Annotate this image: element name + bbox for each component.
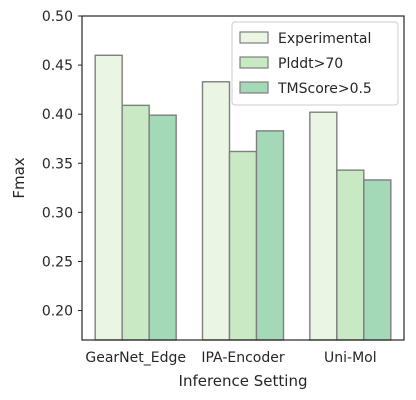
plot-frame — [81, 15, 405, 341]
y-tick-label: 0.40 — [42, 107, 73, 123]
bar-plddt-70-gearnet-edge — [121, 104, 150, 341]
x-axis-label: Inference Setting — [179, 372, 308, 390]
x-tick-label: Uni-Mol — [324, 350, 377, 366]
x-axis-ticks: GearNet_Edge IPA-Encoder Uni-Mol — [85, 350, 376, 366]
bars-group — [94, 54, 392, 341]
y-tick-label: 0.25 — [42, 254, 73, 270]
legend-label: TMScore>0.5 — [277, 81, 372, 97]
y-axis-label: Fmax — [10, 157, 28, 198]
legend-swatch — [239, 31, 269, 44]
bar-plddt-70-ipa-encoder — [228, 150, 258, 341]
legend-label: Plddt>70 — [278, 56, 343, 72]
y-tick-label: 0.35 — [42, 156, 73, 172]
bar-experimental-ipa-encoder — [201, 81, 231, 341]
y-axis-ticks: 0.20 0.25 0.30 0.35 0.40 0.45 0.50 — [42, 9, 82, 320]
legend-swatch — [239, 56, 269, 69]
y-tick-label: 0.45 — [42, 58, 73, 74]
x-tick-label: IPA-Encoder — [201, 350, 284, 366]
legend-label: Experimental — [278, 31, 371, 47]
y-tick-label: 0.30 — [42, 205, 73, 221]
y-tick-label: 0.20 — [42, 304, 73, 320]
legend-box — [231, 21, 399, 106]
bar-experimental-uni-mol — [309, 111, 338, 341]
bar-tmscore-0-5-ipa-encoder — [255, 130, 285, 341]
bar-tmscore-0-5-gearnet-edge — [148, 114, 177, 341]
legend-swatch — [239, 81, 269, 94]
bar-experimental-gearnet-edge — [94, 54, 123, 341]
bar-plddt-70-uni-mol — [336, 169, 365, 341]
x-tick-label: GearNet_Edge — [85, 350, 186, 366]
legend: Experimental Plddt>70 TMScore>0.5 — [231, 21, 399, 106]
y-tick-label: 0.50 — [42, 9, 73, 25]
bar-tmscore-0-5-uni-mol — [363, 179, 392, 341]
